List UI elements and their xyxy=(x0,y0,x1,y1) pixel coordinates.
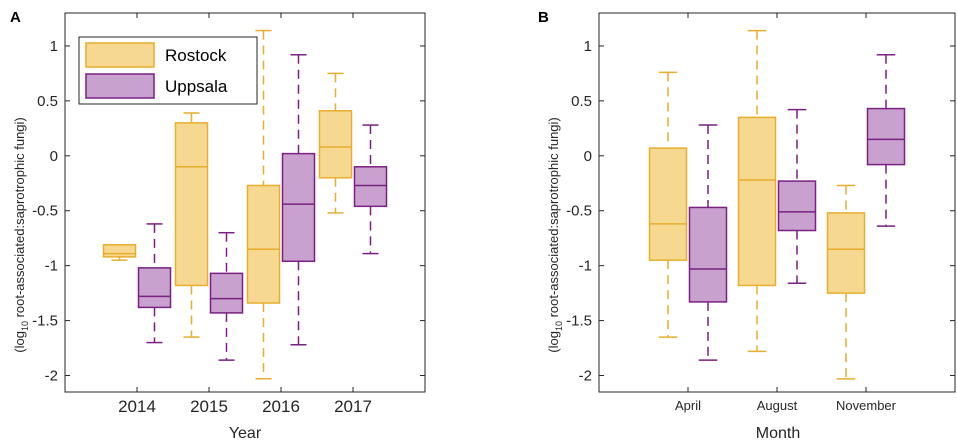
legend-swatch-uppsala xyxy=(85,73,155,99)
y-axis-label-b: (log10 root-associated:saprotrophic fung… xyxy=(546,117,564,352)
iqr-box xyxy=(737,116,777,287)
iqr-box xyxy=(281,152,316,263)
legend-label-rostock: Rostock xyxy=(165,46,227,65)
box-rostock-2016 xyxy=(246,29,281,380)
box-uppsala-2017 xyxy=(353,124,388,255)
panel-label-a: A xyxy=(10,9,21,26)
legend: Rostock Uppsala xyxy=(78,36,258,105)
x-axis-label-a: Year xyxy=(229,425,262,442)
x-tick-label: April xyxy=(675,398,701,413)
svg-text:(log10 root-associated:saprotr: (log10 root-associated:saprotrophic fung… xyxy=(12,117,30,352)
y-tick-label: -1.5 xyxy=(566,313,592,330)
y-axis-label-a: (log10 root-associated:saprotrophic fung… xyxy=(12,117,30,352)
x-tick-label: 2014 xyxy=(118,397,156,416)
x-tick-label: 2015 xyxy=(190,397,228,416)
y-tick-label: 0 xyxy=(584,148,592,165)
y-tick-label: 1 xyxy=(584,38,592,55)
x-tick-label: 2017 xyxy=(334,397,372,416)
panel-a: A (log10 root-associated:saprotrophic fu… xyxy=(10,9,426,442)
y-tick-label: -1.5 xyxy=(32,313,58,330)
iqr-box xyxy=(353,166,388,208)
box-uppsala-november xyxy=(866,53,906,227)
x-tick-label: 2016 xyxy=(262,397,300,416)
panel-b: B (log10 root-associated:saprotrophic fu… xyxy=(538,9,956,442)
box-rostock-2017 xyxy=(318,72,353,214)
box-rostock-april xyxy=(648,71,688,338)
iqr-box xyxy=(318,110,353,179)
y-tick-label: -1 xyxy=(579,258,592,275)
y-tick-label: 0.5 xyxy=(37,93,58,110)
x-tick-label: August xyxy=(757,398,798,413)
iqr-box xyxy=(209,272,244,314)
y-tick-label: 1 xyxy=(50,38,58,55)
iqr-box xyxy=(688,206,728,303)
box-rostock-november xyxy=(826,184,866,380)
panel-label-b: B xyxy=(538,9,549,26)
box-rostock-2015 xyxy=(174,112,209,338)
box-uppsala-august xyxy=(777,108,817,284)
axes-frame xyxy=(64,12,426,393)
iqr-box xyxy=(137,267,172,309)
box-uppsala-2015 xyxy=(209,231,244,361)
box-rostock-august xyxy=(737,29,777,353)
iqr-box xyxy=(174,122,209,287)
box-uppsala-2014 xyxy=(137,223,172,344)
x-axis-label-b: Month xyxy=(756,425,800,442)
iqr-box xyxy=(102,244,137,258)
iqr-box xyxy=(246,184,281,304)
y-tick-label: 0 xyxy=(50,148,58,165)
legend-swatch-rostock xyxy=(85,42,155,68)
box-uppsala-2016 xyxy=(281,53,316,346)
x-tick-label: November xyxy=(836,398,897,413)
y-tick-label: -0.5 xyxy=(566,203,592,220)
y-tick-label: -2 xyxy=(45,368,58,385)
iqr-box xyxy=(866,107,906,166)
y-tick-label: -1 xyxy=(45,258,58,275)
y-tick-label: -0.5 xyxy=(32,203,58,220)
iqr-box xyxy=(826,212,866,294)
y-tick-label: 0.5 xyxy=(571,93,592,110)
box-rostock-2014 xyxy=(102,244,137,261)
svg-text:(log10 root-associated:saprotr: (log10 root-associated:saprotrophic fung… xyxy=(546,117,564,352)
iqr-box xyxy=(648,147,688,261)
iqr-box xyxy=(777,180,817,232)
legend-label-uppsala: Uppsala xyxy=(165,77,228,96)
box-uppsala-april xyxy=(688,124,728,361)
y-tick-label: -2 xyxy=(579,368,592,385)
